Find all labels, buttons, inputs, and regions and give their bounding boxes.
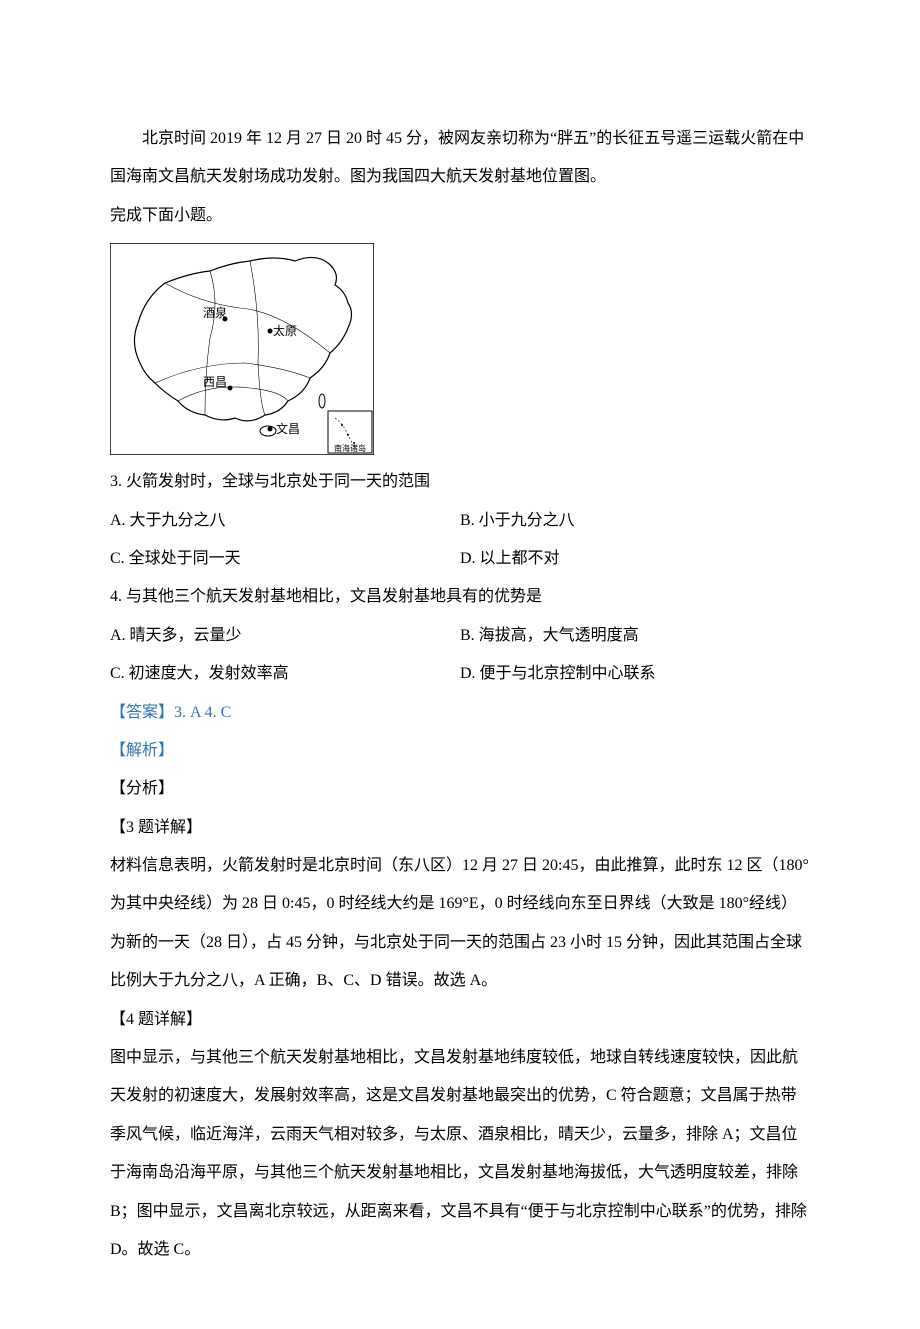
taiyuan-label: 太原 bbox=[273, 323, 297, 338]
q3-options-row1: A. 大于九分之八 B. 小于九分之八 bbox=[110, 502, 810, 540]
xichang-label: 西昌 bbox=[203, 375, 227, 389]
q4-detail-body: 图中显示，与其他三个航天发射基地相比，文昌发射基地纬度较低，地球自转线速度较快，… bbox=[110, 1039, 810, 1269]
wenchang-label: 文昌 bbox=[276, 421, 300, 436]
china-map-svg: 酒泉 太原 西昌 文昌 南海诸岛 bbox=[110, 243, 374, 455]
intro-instruction: 完成下面小题。 bbox=[110, 197, 810, 235]
intro-text: 北京时间 2019 年 12 月 27 日 20 时 45 分，被网友亲切称为“… bbox=[110, 120, 810, 197]
q3-option-b: B. 小于九分之八 bbox=[460, 502, 810, 540]
q3-option-c: C. 全球处于同一天 bbox=[110, 540, 460, 578]
q4-option-a: A. 晴天多，云量少 bbox=[110, 617, 460, 655]
q4-option-c: C. 初速度大，发射效率高 bbox=[110, 655, 460, 693]
answer-line: 【答案】3. A 4. C bbox=[110, 694, 810, 732]
jiexi-label: 【解析】 bbox=[110, 732, 810, 770]
q4-option-d: D. 便于与北京控制中心联系 bbox=[460, 655, 810, 693]
q4-options-row1: A. 晴天多，云量少 B. 海拔高，大气透明度高 bbox=[110, 617, 810, 655]
q4-options-row2: C. 初速度大，发射效率高 D. 便于与北京控制中心联系 bbox=[110, 655, 810, 693]
q4-stem: 4. 与其他三个航天发射基地相比，文昌发射基地具有的优势是 bbox=[110, 578, 810, 616]
jiuquan-label: 酒泉 bbox=[203, 306, 227, 320]
q3-options-row2: C. 全球处于同一天 D. 以上都不对 bbox=[110, 540, 810, 578]
q3-option-a: A. 大于九分之八 bbox=[110, 502, 460, 540]
q4-option-b: B. 海拔高，大气透明度高 bbox=[460, 617, 810, 655]
q4-detail-title: 【4 题详解】 bbox=[110, 1001, 810, 1039]
jiuquan-marker: 酒泉 bbox=[203, 306, 228, 322]
q3-detail-title: 【3 题详解】 bbox=[110, 809, 810, 847]
fenxi-label: 【分析】 bbox=[110, 770, 810, 808]
q3-stem: 3. 火箭发射时，全球与北京处于同一天的范围 bbox=[110, 463, 810, 501]
q3-option-d: D. 以上都不对 bbox=[460, 540, 810, 578]
china-map-figure: 酒泉 太原 西昌 文昌 南海诸岛 bbox=[110, 243, 810, 455]
q3-detail-body: 材料信息表明，火箭发射时是北京时间（东八区）12 月 27 日 20:45，由此… bbox=[110, 847, 810, 1001]
nanhai-label: 南海诸岛 bbox=[334, 443, 366, 453]
